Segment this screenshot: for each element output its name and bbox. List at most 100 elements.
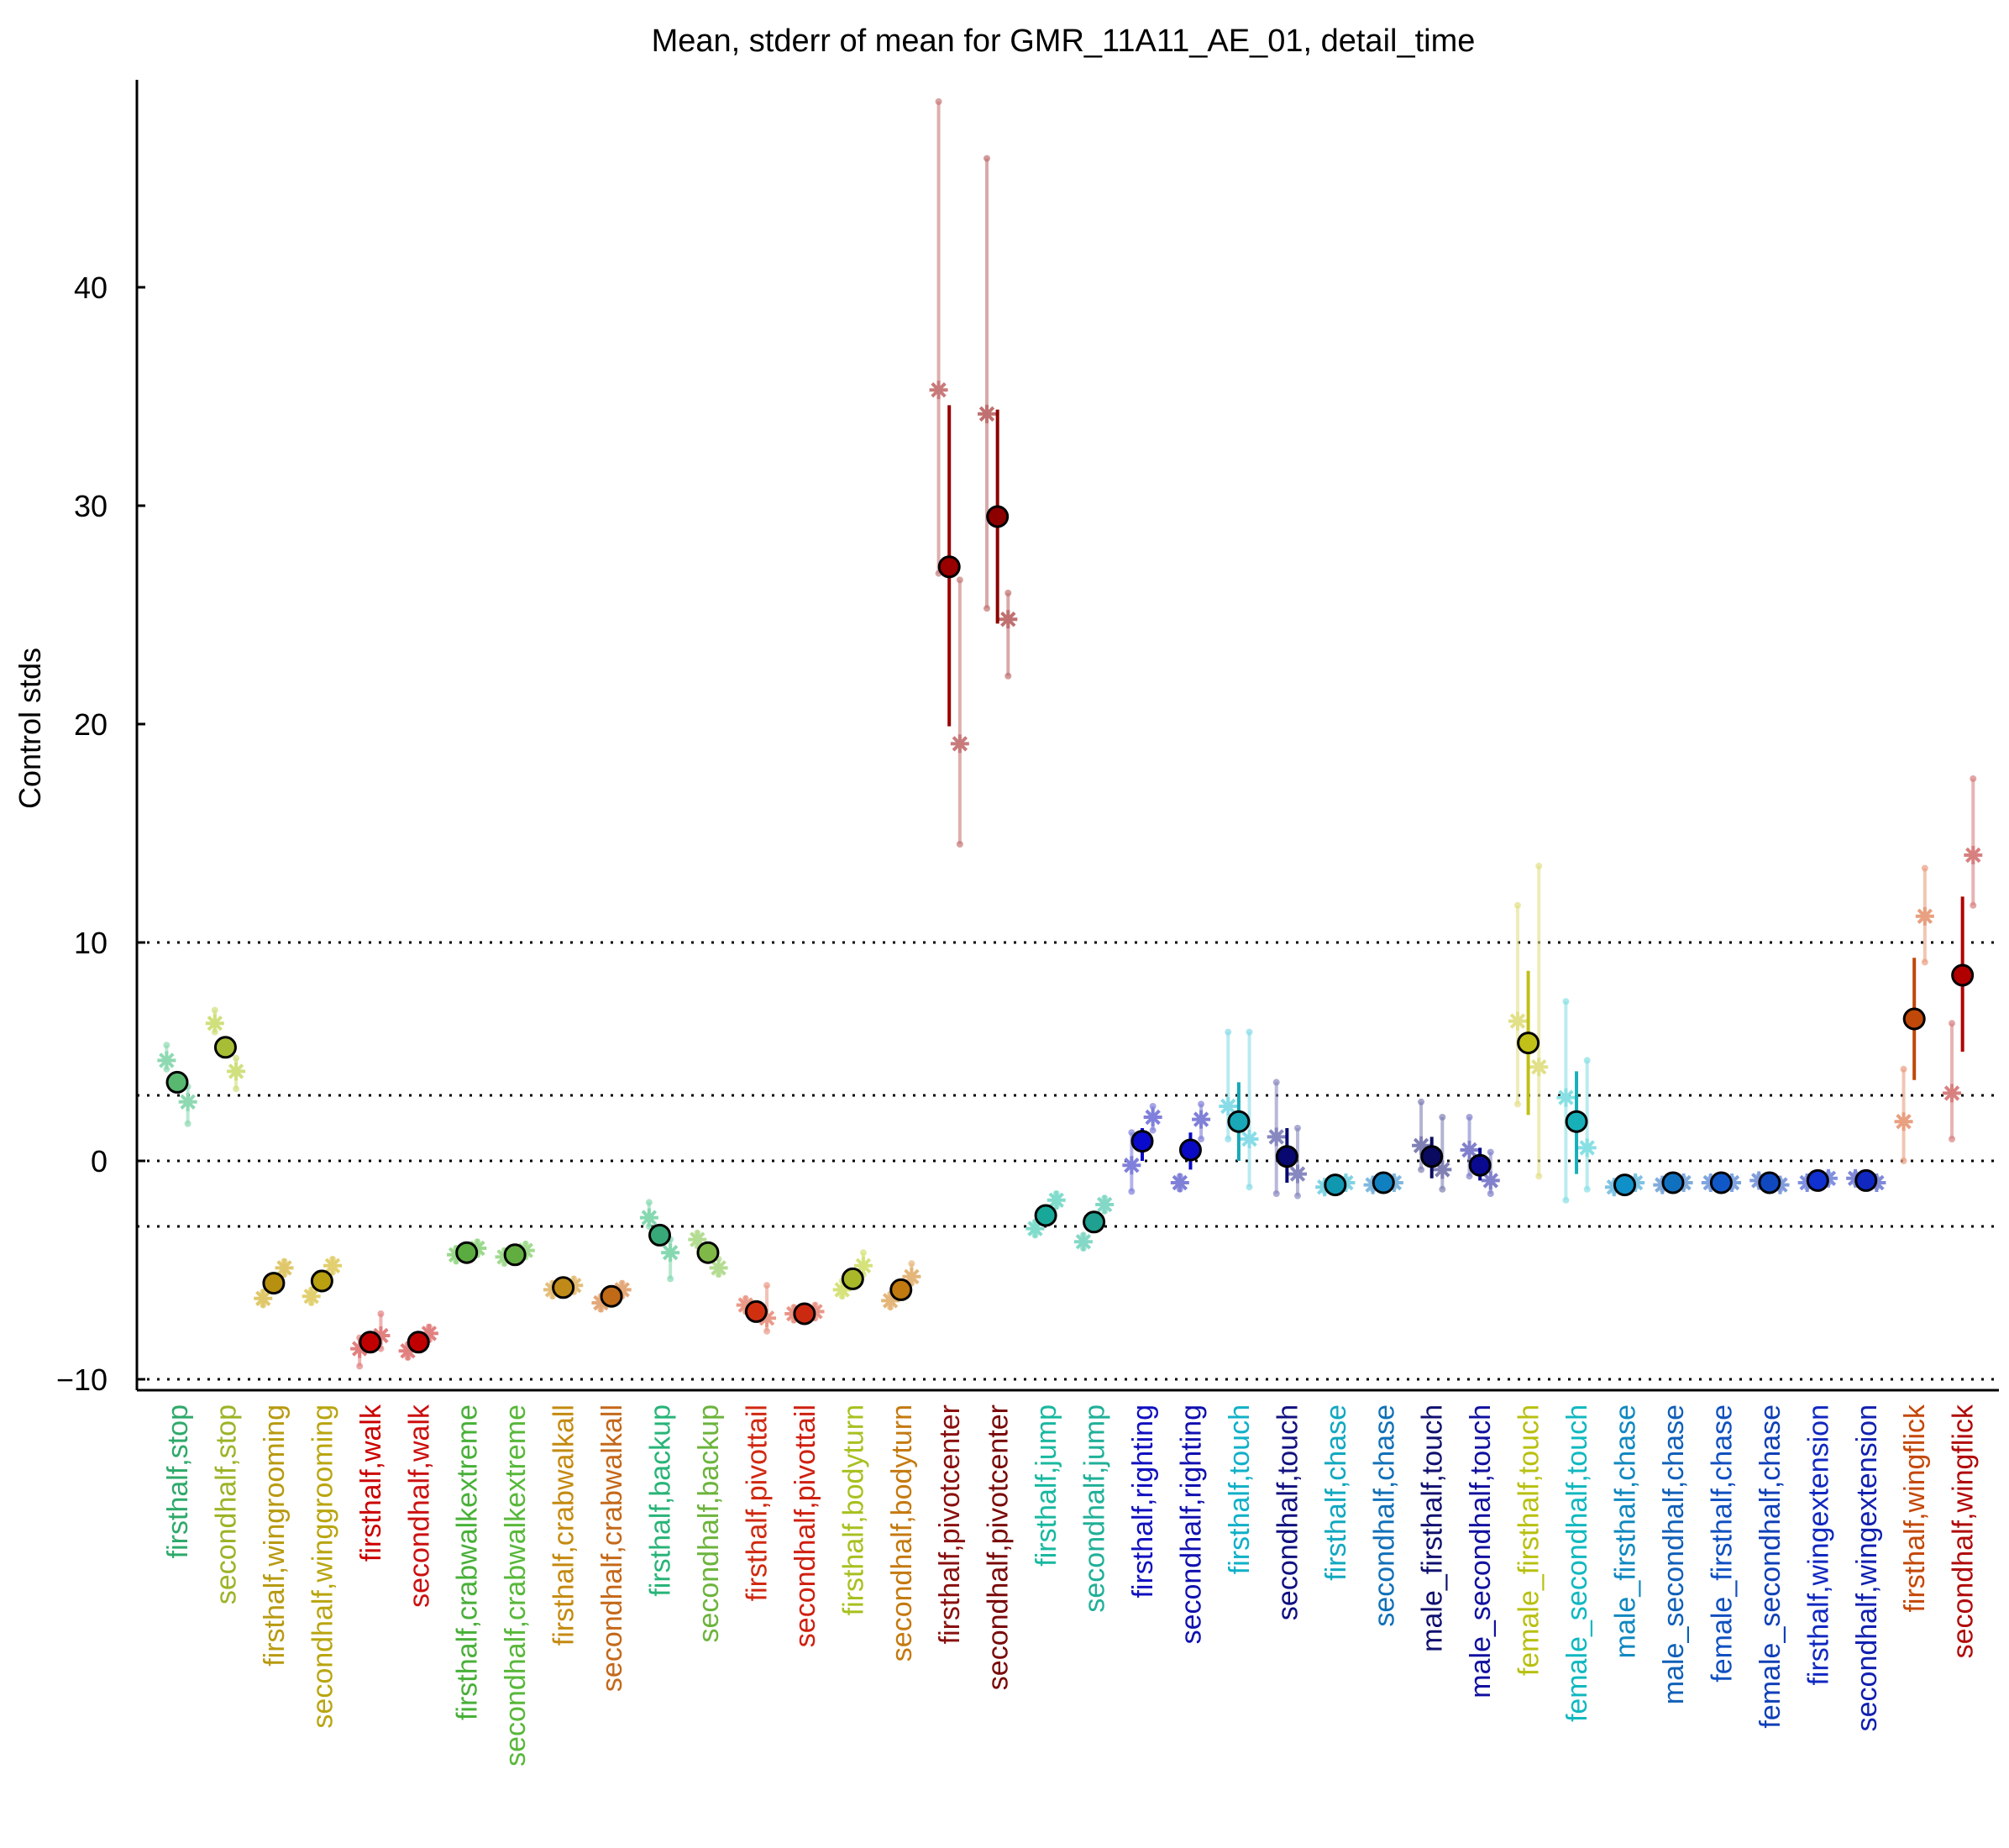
mean-marker bbox=[1130, 1130, 1154, 1153]
y-tick-label: 30 bbox=[74, 489, 108, 523]
category-marks bbox=[1701, 1171, 1742, 1194]
side-asterisk-marker bbox=[1219, 1097, 1238, 1116]
mean-marker bbox=[1275, 1145, 1298, 1168]
asterisk-stroke bbox=[255, 1290, 271, 1306]
mean-marker bbox=[1034, 1204, 1057, 1227]
asterisk-stroke bbox=[1145, 1109, 1161, 1126]
mean-marker bbox=[1083, 1210, 1106, 1234]
category-label: firsthalf,backup bbox=[645, 1404, 677, 1597]
asterisk-stroke bbox=[303, 1289, 319, 1305]
category-label: secondhalf,wingflick bbox=[1948, 1404, 1980, 1658]
side-error-end bbox=[1970, 901, 1977, 909]
category-label: female_secondhalf,chase bbox=[1755, 1404, 1786, 1729]
asterisk-stroke bbox=[159, 1053, 175, 1068]
category-marks bbox=[881, 1260, 921, 1311]
mean-marker bbox=[1613, 1173, 1636, 1197]
y-tick-label: 10 bbox=[74, 926, 108, 960]
mean-marker bbox=[1565, 1110, 1588, 1133]
side-asterisk-marker bbox=[1192, 1110, 1211, 1129]
asterisk-stroke bbox=[1965, 847, 1981, 864]
category-marks bbox=[1025, 1190, 1066, 1239]
category-label: firsthalf,wingrooming bbox=[259, 1404, 291, 1667]
y-tick-label: −10 bbox=[56, 1362, 108, 1397]
mean-marker bbox=[937, 555, 961, 579]
side-asterisk-marker bbox=[1122, 1156, 1141, 1175]
side-error-end bbox=[763, 1282, 771, 1289]
asterisk-stroke bbox=[1461, 1142, 1477, 1158]
category-label: male_secondhalf,touch bbox=[1465, 1404, 1497, 1698]
side-asterisk-marker bbox=[227, 1062, 246, 1081]
side-error-end bbox=[1487, 1148, 1494, 1156]
category-label: firsthalf,bodyturn bbox=[837, 1404, 869, 1615]
side-error-end bbox=[984, 155, 991, 162]
mean-marker bbox=[1758, 1171, 1781, 1194]
side-error-end bbox=[1198, 1100, 1205, 1108]
category-marks bbox=[543, 1275, 584, 1300]
mean-marker bbox=[1178, 1138, 1202, 1162]
mean-marker bbox=[600, 1284, 623, 1308]
side-error-end bbox=[1583, 1185, 1591, 1193]
category-marks bbox=[639, 1199, 680, 1283]
asterisk-stroke bbox=[1413, 1137, 1429, 1153]
side-error-end bbox=[1418, 1166, 1425, 1173]
side-error-end bbox=[1293, 1192, 1301, 1200]
side-error-end bbox=[1562, 1196, 1570, 1204]
side-error-end bbox=[667, 1275, 674, 1283]
mean-marker bbox=[1517, 1032, 1540, 1055]
category-marks bbox=[1267, 1079, 1307, 1200]
mean-marker bbox=[1806, 1168, 1829, 1192]
y-axis-label: Control stds bbox=[13, 648, 47, 809]
mean-marker bbox=[455, 1241, 479, 1264]
asterisk-stroke bbox=[952, 736, 968, 752]
category-marks bbox=[447, 1238, 487, 1265]
category-label: male_firsthalf,chase bbox=[1610, 1404, 1642, 1658]
category-label: secondhalf,pivotcenter bbox=[983, 1404, 1015, 1690]
category-marks bbox=[784, 1301, 825, 1326]
category-marks bbox=[1797, 1168, 1838, 1192]
category-marks bbox=[1122, 1103, 1162, 1195]
category-marks bbox=[398, 1323, 438, 1361]
category-label: firsthalf,crabwalkall bbox=[548, 1404, 580, 1646]
side-error-end bbox=[1970, 775, 1977, 782]
y-axis-ticks: −10 0 10 20 30 40 bbox=[56, 270, 145, 1397]
side-asterisk-marker bbox=[1964, 846, 1983, 864]
side-asterisk-marker bbox=[978, 404, 997, 423]
category-marks bbox=[495, 1240, 535, 1268]
side-asterisk-marker bbox=[1915, 906, 1934, 926]
side-error-end bbox=[356, 1362, 364, 1370]
category-label: female_secondhalf,touch bbox=[1561, 1404, 1593, 1722]
side-error-end bbox=[1513, 901, 1521, 909]
mean-marker bbox=[1227, 1110, 1251, 1133]
asterisk-stroke bbox=[1096, 1196, 1113, 1213]
side-asterisk-marker bbox=[1508, 1011, 1527, 1031]
side-error-end bbox=[184, 1120, 191, 1127]
mean-marker bbox=[1661, 1171, 1685, 1194]
side-asterisk-marker bbox=[1577, 1138, 1597, 1158]
category-marks bbox=[1653, 1171, 1693, 1194]
side-error-end bbox=[1513, 1100, 1521, 1108]
side-error-end bbox=[956, 576, 963, 584]
asterisk-stroke bbox=[1075, 1234, 1092, 1250]
side-error-end bbox=[1128, 1129, 1136, 1137]
mean-marker bbox=[1324, 1173, 1347, 1197]
mean-marker bbox=[1902, 1007, 1926, 1031]
category-label: firsthalf,stop bbox=[162, 1404, 194, 1558]
category-label: firsthalf,jump bbox=[1031, 1404, 1062, 1567]
side-error-end bbox=[984, 605, 991, 612]
category-label: firsthalf,touch bbox=[1224, 1404, 1256, 1574]
asterisk-stroke bbox=[324, 1257, 341, 1273]
y-tick-label: 40 bbox=[74, 270, 108, 305]
y-tick-label: 0 bbox=[91, 1144, 108, 1179]
mean-marker bbox=[1854, 1168, 1878, 1192]
category-label: male_firsthalf,touch bbox=[1417, 1404, 1449, 1652]
side-asterisk-marker bbox=[275, 1258, 294, 1278]
category-marks bbox=[978, 155, 1018, 680]
asterisk-stroke bbox=[1943, 1085, 1960, 1101]
category-marks bbox=[1604, 1173, 1645, 1197]
mean-marker bbox=[310, 1269, 333, 1293]
mean-marker bbox=[986, 505, 1010, 528]
category-marks bbox=[1219, 1028, 1259, 1191]
category-marks bbox=[688, 1229, 728, 1278]
side-error-end bbox=[1439, 1114, 1446, 1121]
